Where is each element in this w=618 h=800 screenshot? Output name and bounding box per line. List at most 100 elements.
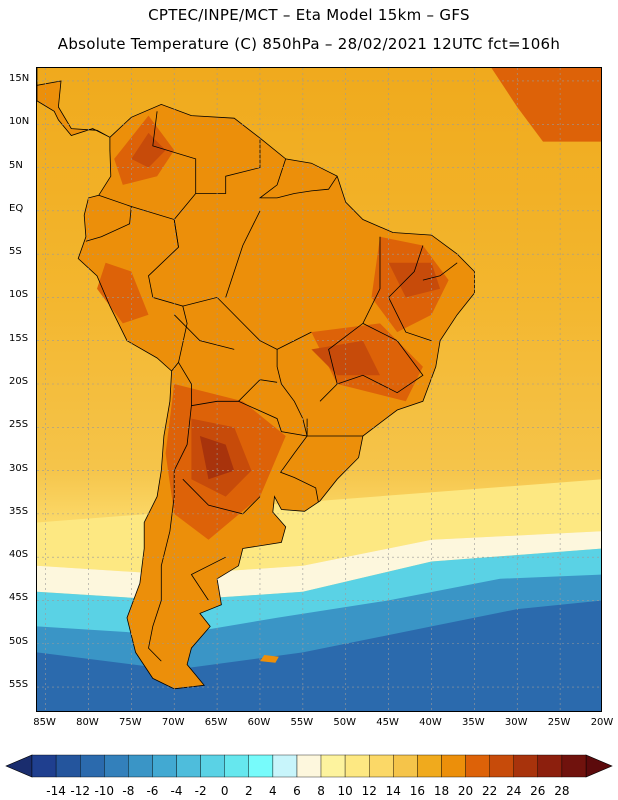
- lat-tick-label: 15S: [9, 332, 29, 344]
- central-america-coastline: [37, 68, 111, 138]
- border-line-18: [173, 314, 235, 350]
- colorbar-swatch: [79, 754, 105, 778]
- lon-tick-label: 45W: [376, 717, 399, 728]
- south-america-coastline: [77, 103, 475, 690]
- colorbar-tick-label: 0: [220, 784, 229, 798]
- colorbar-swatch: [344, 754, 370, 778]
- colorbar-tick-label: 2: [244, 784, 253, 798]
- lon-tick-label: 20W: [590, 717, 614, 728]
- lat-tick-label: 45S: [9, 592, 29, 604]
- colorbar-swatch: [55, 754, 81, 778]
- lat-tick-label: 5N: [9, 159, 23, 171]
- lon-tick-label: 60W: [247, 717, 271, 728]
- colorbar-tick-label: 22: [482, 784, 498, 798]
- border-line-15: [337, 323, 424, 394]
- colorbar-swatch: [272, 754, 298, 778]
- atlantic-warm-patch: [491, 68, 601, 142]
- colorbar-tick-label: 18: [433, 784, 450, 798]
- colorbar-tick-label: 20: [457, 784, 474, 798]
- border-line-20: [182, 478, 261, 515]
- border-line-19: [225, 210, 261, 298]
- colorbar-tick-label: -12: [70, 784, 90, 798]
- border-line-4: [195, 138, 261, 194]
- colorbar-swatch: [224, 754, 249, 778]
- lat-tick-label: 15N: [9, 72, 30, 84]
- hottest-region: [199, 436, 235, 480]
- colorbar-swatch: [200, 754, 225, 778]
- colorbar-swatch: [128, 754, 153, 778]
- map-title-line-2: Absolute Temperature (C) 850hPa – 28/02/…: [57, 35, 561, 53]
- colorbar-tick-label: 16: [409, 784, 426, 798]
- colorbar-swatch: [320, 754, 346, 778]
- lat-tick-label: 10N: [9, 116, 30, 128]
- lat-tick-label: EQ: [9, 202, 24, 214]
- lat-tick-label: 20S: [9, 376, 29, 387]
- colorbar-under-arrow: [5, 754, 33, 778]
- colorbar-tick-label: 14: [385, 784, 401, 798]
- hot-region-3: [388, 262, 441, 298]
- colorbar-swatch: [465, 754, 490, 778]
- lat-lon-grid: [37, 68, 601, 711]
- map-frame: [36, 67, 602, 712]
- colorbar-swatch: [513, 754, 539, 778]
- lat-tick-label: 35S: [9, 505, 29, 517]
- map-title-line-1: CPTEC/INPE/MCT – Eta Model 15km – GFS: [148, 6, 470, 24]
- lat-tick-label: 55S: [9, 679, 29, 691]
- border-line-21: [190, 556, 226, 601]
- colorbar-tick-label: 26: [530, 784, 546, 798]
- colorbar-swatch: [248, 754, 274, 778]
- lon-tick-label: 35W: [462, 717, 485, 728]
- warm-region-5: [97, 262, 149, 324]
- lon-tick-label: 30W: [504, 717, 528, 728]
- colorbar-tick-label: 8: [317, 784, 325, 798]
- border-line-9: [148, 405, 192, 662]
- colorbar-tick-label: -2: [194, 784, 207, 798]
- continent-shading: [37, 68, 475, 689]
- lon-tick-label: 65W: [204, 717, 228, 728]
- country-borders: [37, 68, 475, 690]
- lat-tick-label: 40S: [9, 549, 29, 561]
- colorbar-swatch: [296, 754, 322, 778]
- lon-tick-label: 85W: [33, 717, 56, 728]
- lon-tick-label: 75W: [119, 717, 142, 728]
- colorbar-swatch: [537, 754, 563, 778]
- colorbar-swatch: [441, 754, 466, 778]
- border-line-11: [281, 383, 308, 437]
- colorbar-swatch: [417, 754, 442, 778]
- lon-tick-label: 55W: [290, 717, 314, 728]
- central-america-land: [37, 68, 110, 138]
- border-line-16: [276, 331, 312, 350]
- colorbar-tick-label: -8: [122, 784, 135, 798]
- lon-tick-label: 80W: [76, 717, 99, 728]
- lon-tick-label: 25W: [547, 717, 571, 728]
- lat-tick-label: 25S: [9, 419, 29, 431]
- lon-tick-label: 50W: [333, 717, 357, 728]
- colorbar-tick-label: -10: [94, 784, 115, 798]
- colorbar-swatch: [104, 754, 129, 778]
- border-line-13: [319, 236, 381, 402]
- temperature-map: [37, 68, 601, 711]
- colorbar-tick-label: 24: [506, 784, 522, 798]
- colorbar-tick-label: 28: [554, 784, 570, 798]
- lat-tick-label: 30S: [9, 462, 29, 474]
- border-line-2: [85, 194, 132, 242]
- temperature-colorbar: [5, 754, 613, 778]
- colorbar-swatch: [152, 754, 177, 778]
- border-line-12: [279, 435, 319, 502]
- colorbar-swatch: [31, 754, 57, 778]
- border-line-10: [238, 400, 308, 437]
- colorbar-swatch: [489, 754, 515, 778]
- colorbar-tick-label: -6: [146, 784, 159, 798]
- lat-tick-label: 50S: [9, 635, 29, 647]
- colorbar-swatch: [369, 754, 394, 778]
- lon-tick-label: 70W: [161, 717, 185, 728]
- border-line-22: [422, 262, 458, 281]
- lat-tick-label: 5S: [9, 246, 22, 258]
- lat-tick-label: 10S: [9, 289, 29, 301]
- colorbar-tick-label: 12: [361, 784, 377, 798]
- colorbar-tick-label: 6: [293, 784, 301, 798]
- colorbar-tick-label: 4: [269, 784, 277, 798]
- colorbar-over-arrow: [585, 754, 613, 778]
- hot-region-2: [131, 132, 166, 168]
- falkland-islands: [260, 655, 279, 663]
